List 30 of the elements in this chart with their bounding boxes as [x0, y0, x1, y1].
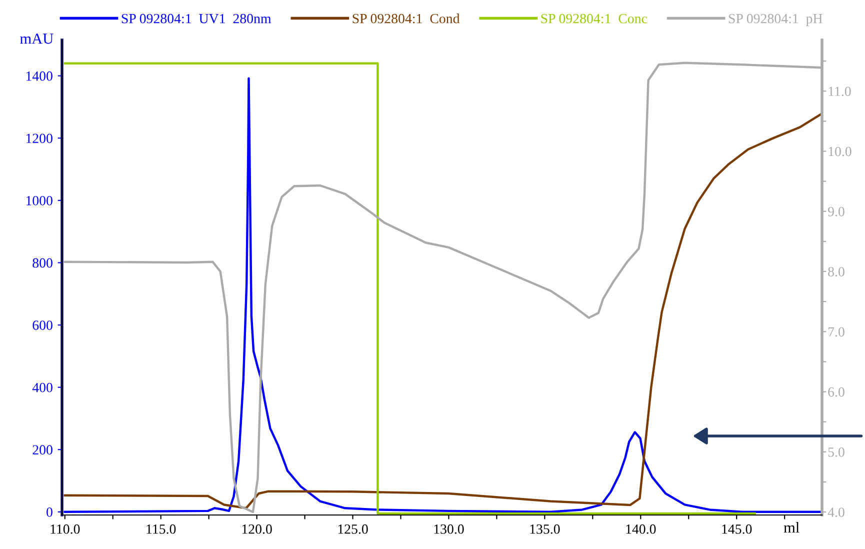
y-tick-label: 600	[32, 320, 52, 330]
y2-tick-label: 7.0	[828, 327, 844, 337]
y-tick-label: 1000	[26, 196, 52, 206]
y2-tick-label: 4.0	[828, 508, 844, 518]
y-axis-title: mAU	[20, 34, 54, 44]
legend-label: SP 092804:1 Cond	[352, 14, 460, 24]
legend-label: SP 092804:1 Conc	[541, 14, 648, 24]
x-tick-label: 130.0	[434, 524, 464, 534]
legend-label: SP 092804:1 pH	[728, 14, 822, 26]
x-tick-label: 145.0	[722, 524, 752, 534]
y2-tick-label: 6.0	[828, 387, 844, 397]
y2-tick-label: 5.0	[828, 447, 844, 457]
x-tick-label: 125.0	[338, 524, 368, 534]
y-tick-label: 1200	[26, 134, 52, 144]
x-tick-label: 135.0	[530, 524, 560, 534]
x-tick-label: 140.0	[626, 524, 656, 534]
x-tick-label: 115.0	[146, 524, 176, 534]
y2-tick-label: 11.0	[828, 86, 851, 96]
y-tick-label: 400	[32, 382, 52, 392]
legend-label: SP 092804:1 UV1 280nm	[122, 14, 272, 24]
y-tick-label: 800	[32, 258, 52, 268]
x-tick-label: 110.0	[50, 524, 80, 534]
y2-tick-label: 10.0	[828, 146, 852, 156]
y-tick-label: 1400	[26, 71, 52, 81]
x-tick-label: 120.0	[242, 524, 272, 534]
y-tick-label: 200	[32, 445, 52, 455]
x-axis-title: ml	[784, 522, 800, 533]
y2-tick-label: 8.0	[828, 267, 844, 277]
y2-tick-label: 9.0	[828, 206, 844, 216]
y-tick-label: 0	[46, 507, 52, 517]
